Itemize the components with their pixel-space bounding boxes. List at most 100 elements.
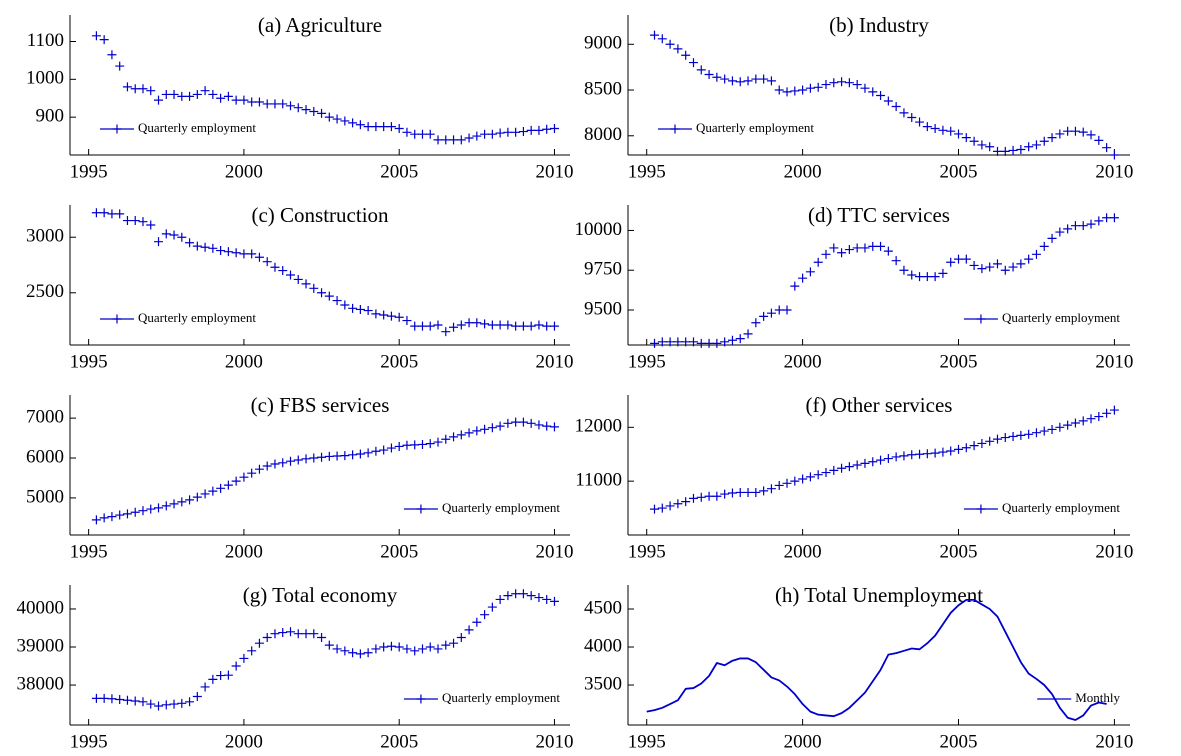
marker: [278, 266, 288, 276]
marker: [177, 91, 187, 101]
legend-marker: [670, 124, 680, 134]
marker: [1063, 420, 1073, 430]
marker: [961, 133, 971, 143]
marker: [759, 486, 769, 496]
marker: [542, 421, 552, 431]
panel-title: (c) Construction: [251, 203, 389, 227]
marker: [138, 217, 148, 227]
marker: [254, 638, 264, 648]
marker: [696, 338, 706, 348]
marker: [192, 89, 202, 99]
x-tick-label: 1995: [70, 351, 108, 372]
marker: [348, 450, 358, 460]
marker: [946, 446, 956, 456]
marker: [464, 625, 474, 635]
marker: [720, 337, 730, 347]
marker: [977, 140, 987, 150]
marker: [278, 99, 288, 109]
marker: [417, 129, 427, 139]
marker: [790, 281, 800, 291]
marker: [348, 303, 358, 313]
marker: [526, 125, 536, 135]
marker: [122, 216, 132, 226]
marker: [969, 260, 979, 270]
marker: [169, 89, 179, 99]
marker: [301, 105, 311, 115]
marker: [425, 129, 435, 139]
x-tick-label: 2010: [535, 161, 573, 182]
marker: [969, 136, 979, 146]
y-tick-label: 1000: [26, 68, 64, 89]
marker: [99, 513, 109, 523]
marker: [1047, 233, 1057, 243]
marker: [278, 458, 288, 468]
marker: [1031, 428, 1041, 438]
marker: [185, 91, 195, 101]
marker: [239, 249, 249, 259]
marker: [1086, 414, 1096, 424]
panel-title: (b) Industry: [829, 13, 929, 37]
marker: [309, 453, 319, 463]
marker: [511, 127, 521, 137]
marker: [464, 428, 474, 438]
marker: [115, 510, 125, 520]
y-tick-label: 7000: [26, 406, 64, 427]
x-tick-label: 2005: [940, 731, 978, 752]
y-tick-label: 9750: [584, 259, 622, 280]
marker: [130, 216, 140, 226]
marker: [720, 74, 730, 84]
marker: [876, 91, 886, 101]
marker: [185, 238, 195, 248]
marker: [285, 101, 295, 111]
marker: [829, 243, 839, 253]
marker: [696, 492, 706, 502]
marker: [549, 124, 559, 134]
marker: [433, 644, 443, 654]
marker: [969, 441, 979, 451]
legend-label: Quarterly employment: [138, 120, 256, 135]
marker: [704, 69, 714, 79]
legend-marker: [112, 314, 122, 324]
marker: [363, 448, 373, 458]
marker: [727, 76, 737, 86]
marker: [270, 99, 280, 109]
marker: [231, 248, 241, 258]
marker: [1102, 213, 1112, 223]
marker: [340, 451, 350, 461]
marker: [891, 452, 901, 462]
marker: [402, 127, 412, 137]
marker: [1070, 126, 1080, 136]
marker: [441, 135, 451, 145]
marker: [526, 591, 536, 601]
y-tick-label: 8000: [584, 124, 622, 145]
marker: [829, 78, 839, 88]
marker: [216, 246, 226, 256]
marker: [262, 633, 272, 642]
marker: [1055, 422, 1065, 432]
marker: [480, 129, 490, 139]
marker: [938, 125, 948, 135]
marker: [146, 220, 156, 230]
marker: [309, 283, 319, 293]
panel: 1995 2000 2005 2010 8000 8500 9000 (b) Industry…: [584, 13, 1133, 183]
marker: [394, 312, 404, 322]
marker: [1070, 418, 1080, 428]
marker: [107, 50, 117, 60]
panel-title: (g) Total economy: [243, 583, 398, 607]
marker: [681, 497, 691, 507]
marker: [688, 58, 698, 68]
x-tick-label: 2010: [1095, 731, 1133, 752]
marker: [534, 320, 544, 330]
marker: [355, 120, 365, 130]
marker: [293, 455, 303, 465]
marker: [860, 83, 870, 93]
marker: [99, 208, 109, 218]
marker: [790, 476, 800, 486]
marker: [891, 256, 901, 266]
marker: [231, 95, 241, 105]
marker: [922, 272, 932, 282]
marker: [456, 430, 466, 440]
marker: [208, 486, 218, 496]
marker: [200, 242, 210, 252]
marker: [899, 265, 909, 275]
